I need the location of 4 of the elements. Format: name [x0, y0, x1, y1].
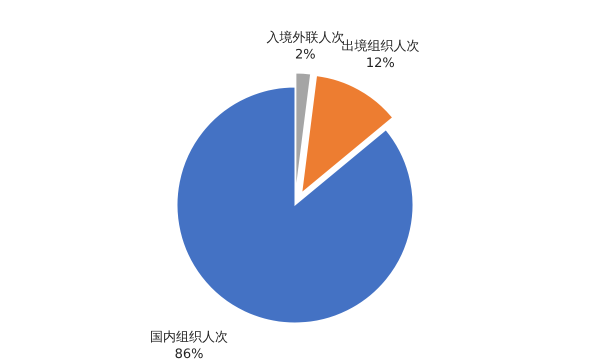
data-label: 12%	[366, 56, 395, 71]
slice-label: 国内组织人次	[150, 330, 228, 345]
data-label: 86%	[174, 346, 204, 362]
data-label: 2%	[294, 47, 316, 62]
